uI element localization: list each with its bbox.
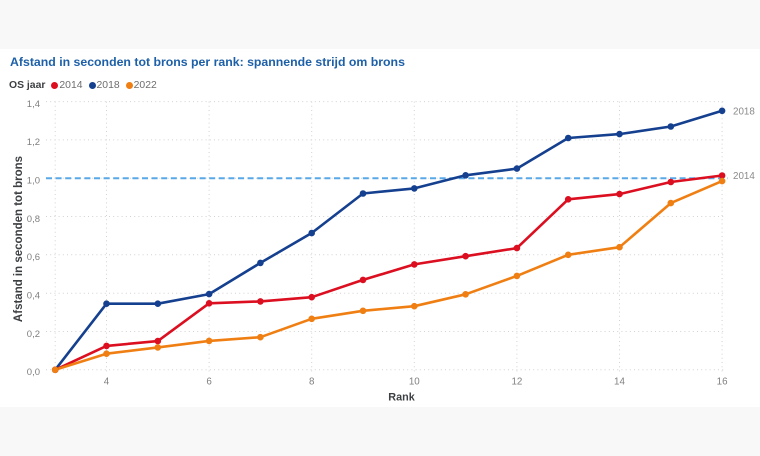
svg-text:1,4: 1,4: [27, 99, 40, 110]
svg-text:8: 8: [309, 377, 315, 388]
svg-text:16: 16: [717, 377, 728, 388]
svg-text:Rank: Rank: [388, 392, 415, 404]
svg-text:12: 12: [511, 377, 522, 388]
svg-text:14: 14: [614, 377, 625, 388]
svg-text:6: 6: [206, 377, 212, 388]
svg-text:0,0: 0,0: [27, 367, 40, 378]
svg-text:2018: 2018: [733, 106, 755, 117]
svg-text:Afstand in seconden tot brons: Afstand in seconden tot brons: [13, 156, 25, 322]
svg-text:0,6: 0,6: [27, 252, 40, 263]
svg-text:1,2: 1,2: [27, 137, 40, 148]
svg-text:1,0: 1,0: [27, 176, 40, 187]
svg-text:2014: 2014: [733, 171, 755, 182]
svg-text:4: 4: [104, 377, 110, 388]
svg-text:0,8: 0,8: [27, 214, 40, 225]
svg-text:0,2: 0,2: [27, 329, 40, 340]
svg-text:10: 10: [409, 377, 420, 388]
svg-text:0,4: 0,4: [27, 291, 40, 302]
